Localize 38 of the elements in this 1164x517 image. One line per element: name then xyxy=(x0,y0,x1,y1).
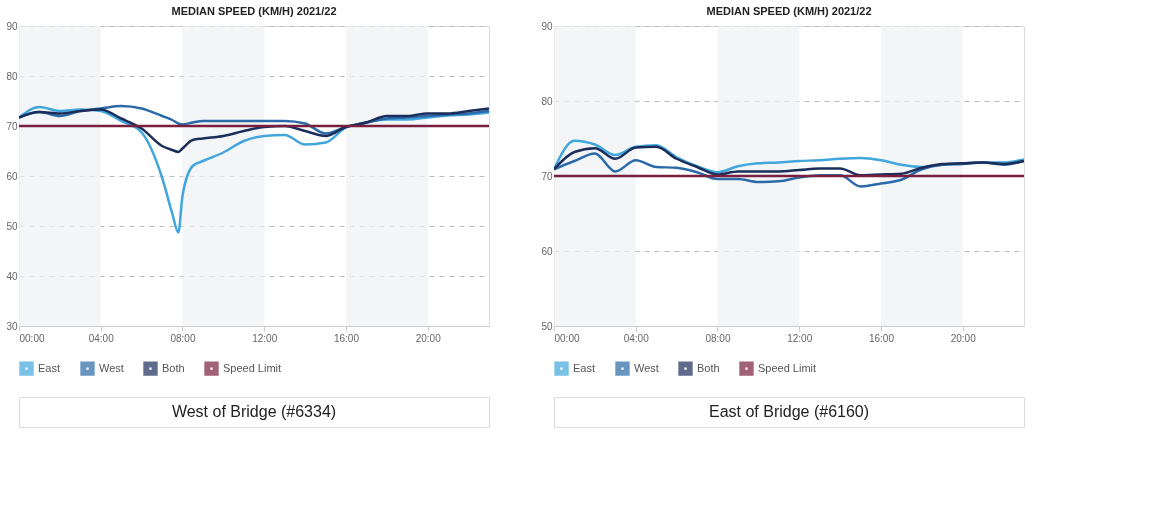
chart-title: MEDIAN SPEED (KM/H) 2021/22 xyxy=(171,5,337,17)
legend-label: West xyxy=(99,361,124,374)
text: West of Bridge (#6334) xyxy=(171,403,337,420)
line-series xyxy=(19,107,489,154)
legend-label: East xyxy=(573,361,596,374)
y-tick-label: 80 xyxy=(541,95,553,107)
legend-label: East xyxy=(38,361,61,374)
y-tick-label: 50 xyxy=(541,320,553,332)
legend-label: Both xyxy=(697,361,720,374)
x-tick-label: 00:00 xyxy=(554,332,580,344)
x-tick-label: 16:00 xyxy=(868,332,895,344)
y-tick-label: 70 xyxy=(6,120,18,132)
y-tick-label: 70 xyxy=(541,170,553,182)
y-tick-label: 80 xyxy=(6,70,18,82)
y-tick-label: 90 xyxy=(541,20,553,32)
x-tick-label: 08:00 xyxy=(170,332,196,344)
y-tick-label: 50 xyxy=(6,220,18,232)
x-tick-label: 04:00 xyxy=(623,332,650,344)
legend-label: West xyxy=(634,361,659,374)
x-tick-label: 00:00 xyxy=(19,332,45,344)
y-tick-label: 60 xyxy=(541,245,553,257)
x-tick-label: 12:00 xyxy=(787,332,813,344)
x-tick-label: 20:00 xyxy=(950,332,977,344)
y-tick-label: 60 xyxy=(6,170,18,182)
legend-label: Both xyxy=(162,361,185,374)
line-series xyxy=(554,145,1024,177)
legend-label: Speed Limit xyxy=(223,361,282,374)
chart-title: MEDIAN SPEED (KM/H) 2021/22 xyxy=(706,5,872,17)
x-tick-label: 20:00 xyxy=(415,332,442,344)
text: East of Bridge (#6160) xyxy=(708,403,870,420)
x-tick-label: 12:00 xyxy=(252,332,278,344)
y-tick-label: 30 xyxy=(6,320,18,332)
y-tick-label: 40 xyxy=(6,270,18,282)
x-tick-label: 16:00 xyxy=(333,332,360,344)
x-tick-label: 08:00 xyxy=(705,332,731,344)
y-tick-label: 90 xyxy=(6,20,18,32)
legend-label: Speed Limit xyxy=(758,361,817,374)
x-tick-label: 04:00 xyxy=(88,332,115,344)
